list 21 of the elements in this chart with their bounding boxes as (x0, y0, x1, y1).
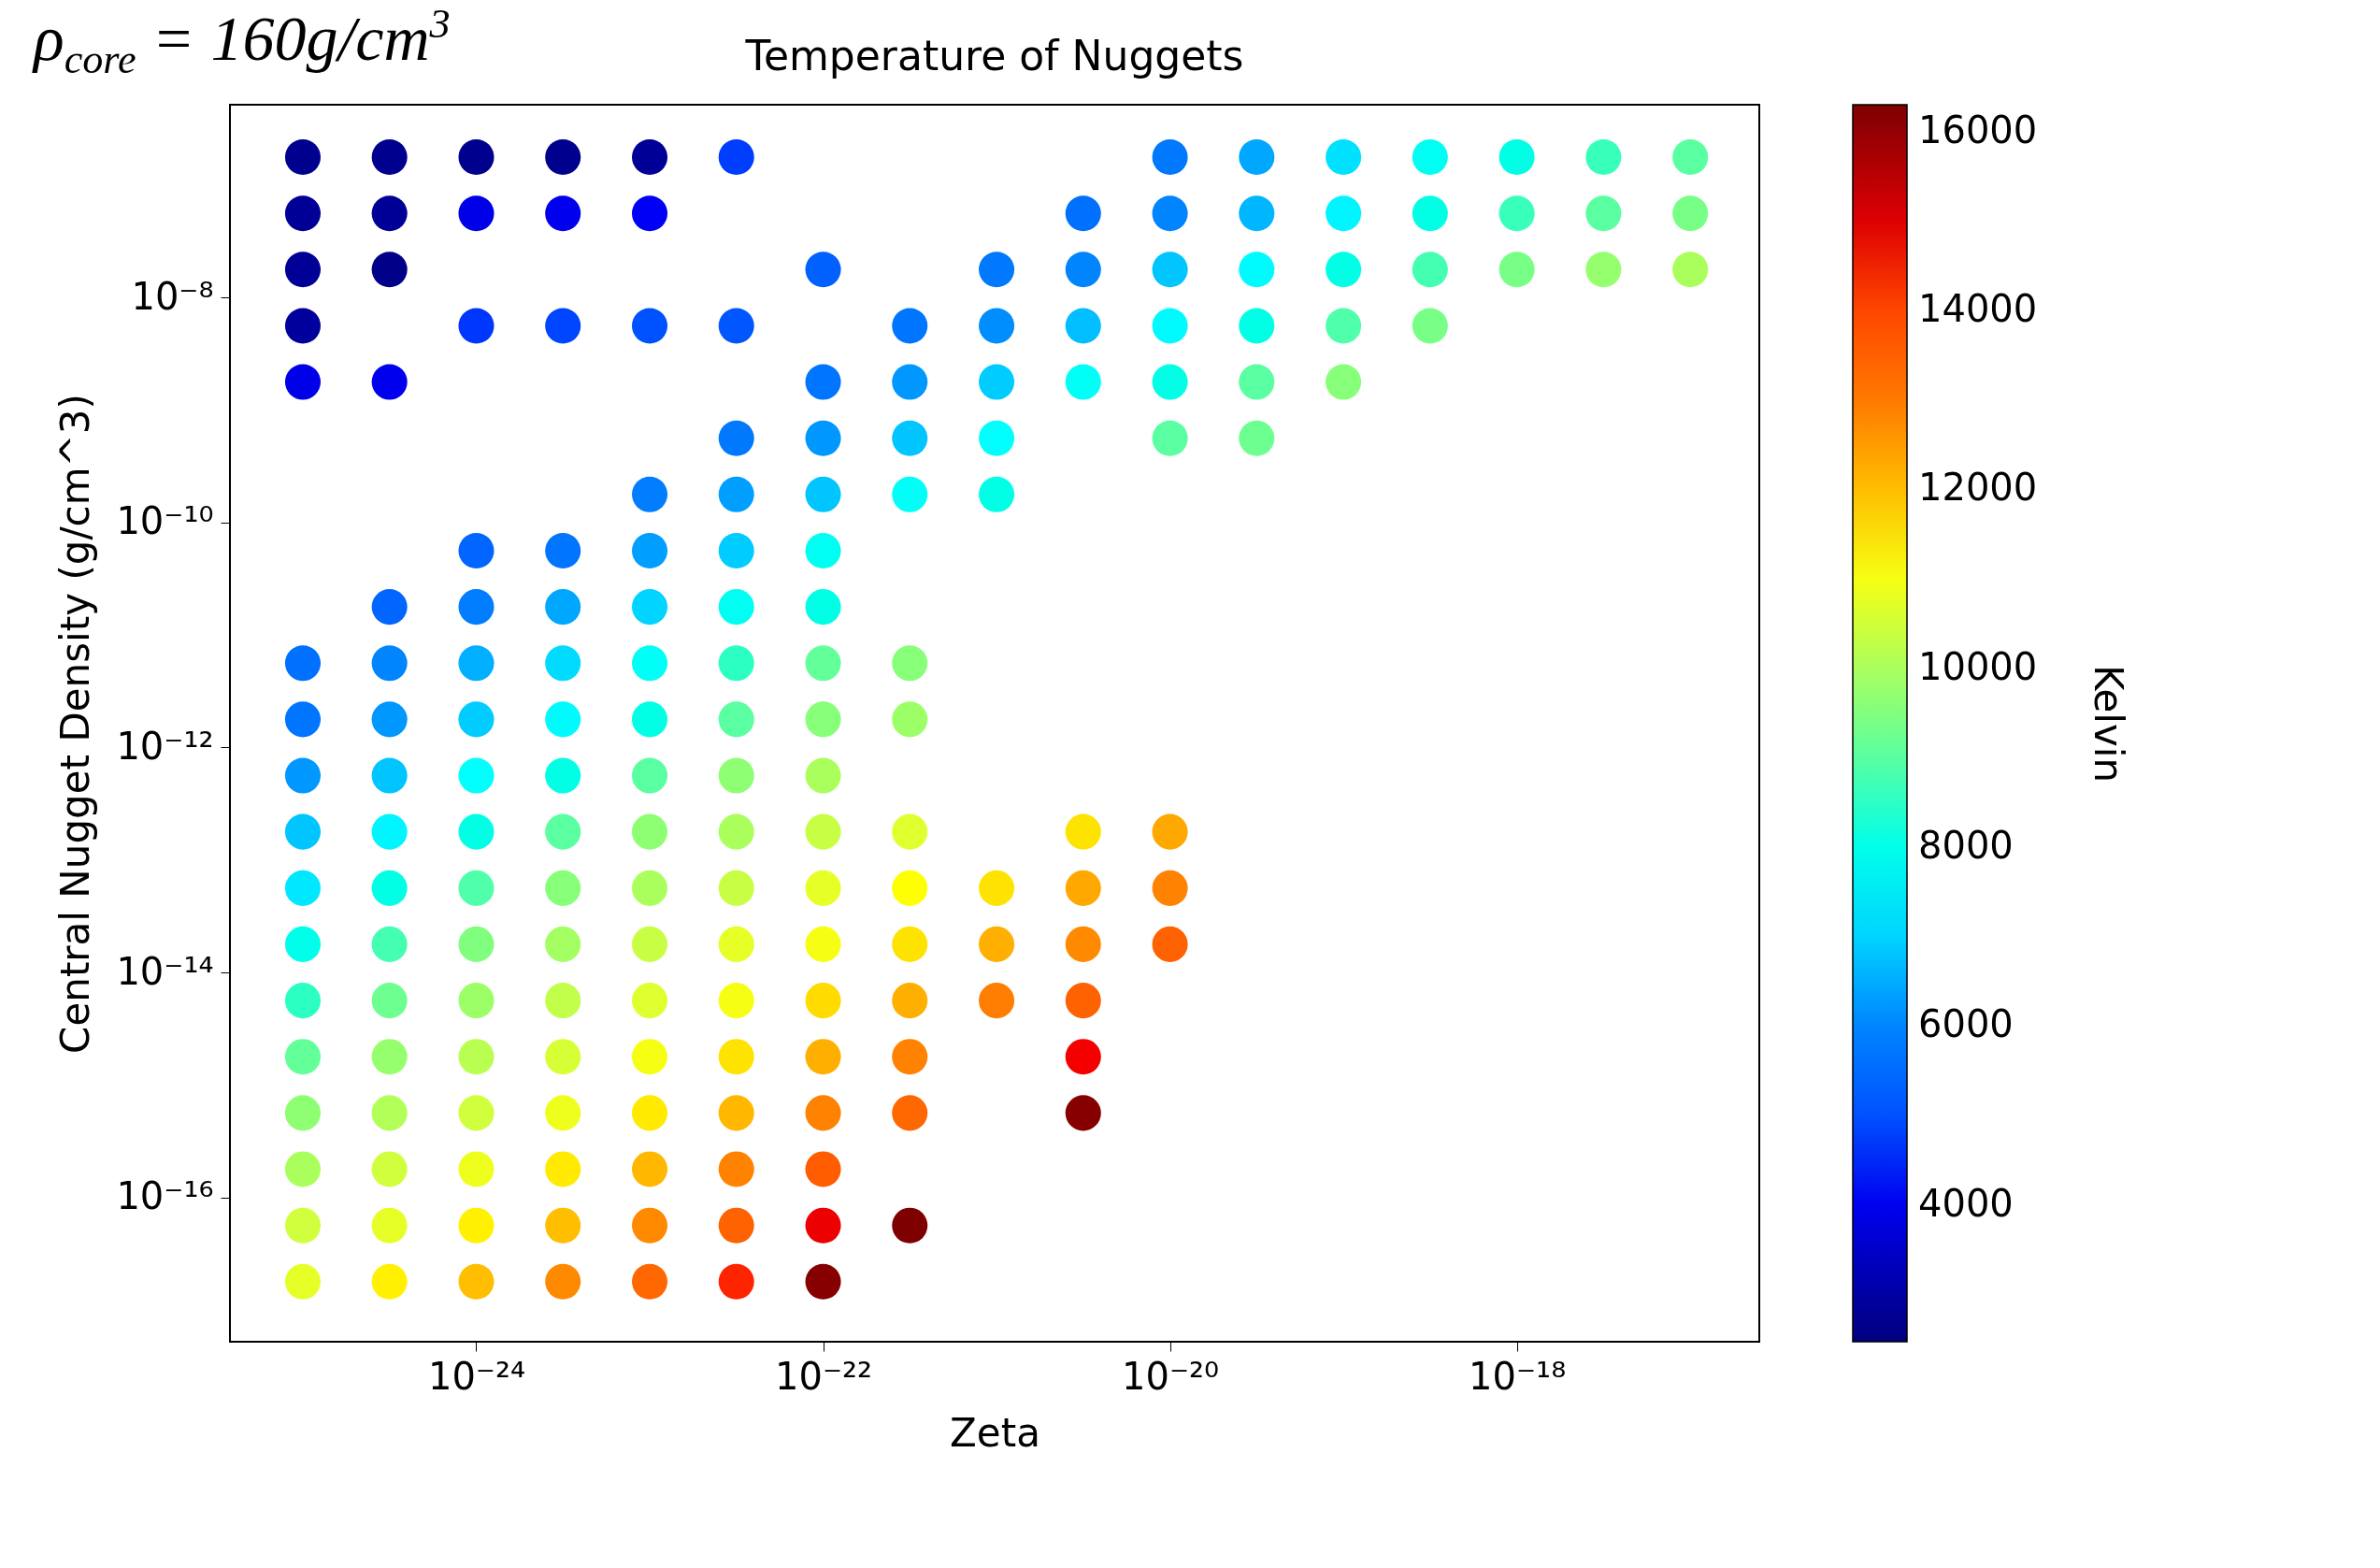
text: ρ$_{core}$ = 160g/cm$^{3}$ (34, 0, 451, 84)
y-tick-label: 10⁻¹⁰ (116, 499, 214, 543)
color-bar-label: 6000 (1918, 1002, 2014, 1046)
y-tick-label: 10⁻¹⁶ (116, 1174, 214, 1218)
color-bar-label: 8000 (1918, 823, 2014, 867)
color-bar-label: 12000 (1918, 466, 2038, 510)
color-bar-label: 14000 (1918, 287, 2038, 331)
x-axis-title: Zeta (950, 1409, 1040, 1456)
chart-title: Temperature of Nuggets (744, 32, 1244, 79)
x-tick-label: 10⁻²⁴ (427, 1354, 526, 1398)
y-tick-label: 10⁻¹⁴ (116, 949, 214, 993)
y-axis-title: Central Nugget Density (g/cm^3) (52, 394, 99, 1054)
x-tick-label: 10⁻¹⁸ (1469, 1354, 1567, 1398)
x-tick-label: 10⁻²² (774, 1354, 873, 1398)
y-tick-label: 10⁻⁸ (131, 274, 214, 318)
color-bar-label: 4000 (1918, 1181, 2014, 1225)
x-tick-label: 10⁻²⁰ (1122, 1354, 1220, 1398)
y-tick-label: 10⁻¹² (116, 724, 214, 768)
color-bar-label: 10000 (1918, 644, 2038, 688)
color-bar-title: Kelvin (2086, 664, 2131, 784)
color-bar-label: 16000 (1918, 108, 2038, 151)
